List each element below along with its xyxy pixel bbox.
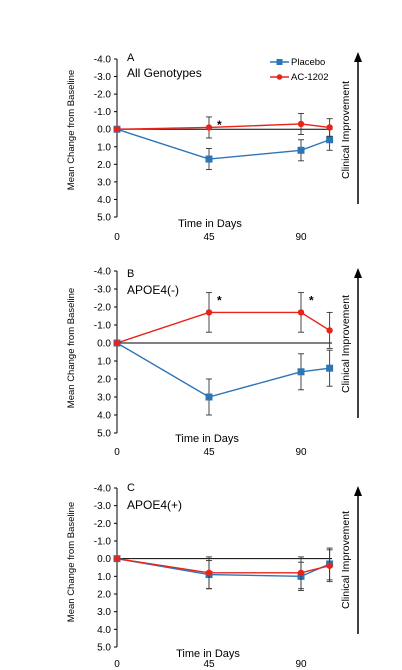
legend-ac1202-label: AC-1202 (291, 72, 329, 83)
panel-c-letter: C (127, 482, 135, 494)
panel-b-placebo-point (297, 368, 305, 376)
panel-a-ac1202-point (113, 126, 121, 133)
panel-a-plot: -4.0 -3.0 -2.0 -1.0 0.0 1.0 2.0 3.0 4.0 5.00 45 90 * (94, 55, 334, 243)
panel-b-y-tick-label: -3.0 (94, 285, 112, 296)
panel-b-ac1202-point (205, 309, 213, 316)
panel-c-y-tick-label: -2.0 (94, 519, 112, 530)
panel-c-ac1202-point (113, 555, 121, 562)
panel-b-y-tick-label: 4.0 (97, 411, 111, 422)
panel-a-ac1202-line (116, 123, 330, 130)
panel-a-legend: Placebo AC-1202 (270, 57, 329, 83)
panel-c-x-tick-label: 0 (114, 659, 120, 670)
panel-c: Mean Change from Baseline C APOE4(+) Tim… (66, 482, 362, 660)
panel-a-ylabel: Mean Change from Baseline (66, 70, 77, 190)
panel-a-placebo-line (116, 128, 330, 160)
panel-b-ac1202-point (297, 309, 305, 316)
panel-b-right-label: Clinical Improvement (340, 295, 352, 393)
panel-a-title: All Genotypes (127, 66, 202, 80)
panel-c-x-tick-label: 45 (203, 659, 215, 670)
panel-b-y-tick-label: 0.0 (97, 339, 111, 350)
panel-c-ylabel: Mean Change from Baseline (66, 502, 77, 622)
panel-b-letter: B (127, 268, 134, 280)
panel-c-x-tick-label: 90 (295, 659, 307, 670)
panel-a-ac1202-point (297, 120, 305, 128)
panel-b-y-tick-label: 3.0 (97, 393, 111, 404)
panel-b-y-tick-label: -4.0 (94, 267, 112, 278)
panel-c-placebo-line (116, 557, 330, 578)
panel-b-arrow-head-icon (354, 268, 362, 278)
panel-a-y-tick-label: 2.0 (97, 160, 111, 171)
panel-a-x-tick-label: 90 (295, 232, 307, 243)
panel-a-y-tick-label: 0.0 (97, 125, 111, 136)
panel-c-y-tick-label: -1.0 (94, 537, 112, 548)
panel-a-y-tick-label: 4.0 (97, 195, 111, 206)
panel-b-significance-marker: * (217, 294, 222, 308)
panel-a-significance-marker: * (217, 118, 222, 132)
panel-b-x-tick-label: 90 (295, 447, 307, 458)
legend-ac1202-circle-icon (276, 74, 283, 80)
panel-b-x-tick-label: 0 (114, 447, 120, 458)
panel-a-xlabel: Time in Days (178, 218, 242, 230)
panel-c-ac1202-point (326, 562, 333, 569)
panel-b-significance-marker: * (309, 294, 314, 308)
panel-b-placebo-point (326, 364, 334, 372)
panel-b-y-tick-label: 5.0 (97, 429, 111, 440)
panel-a-y-tick-label: 1.0 (97, 142, 111, 153)
panel-b-ac1202-point (326, 327, 333, 334)
panel-c-xlabel: Time in Days (176, 648, 240, 660)
panel-b-ac1202-line (116, 311, 330, 344)
panel-b-ac1202-point (113, 339, 121, 347)
panel-c-plot: -4.0 -3.0 -2.0 -1.0 0.0 1.0 2.0 3.0 4.0 5.00 45 90 (94, 484, 334, 670)
panel-a-y-tick-label: 3.0 (97, 177, 111, 188)
panel-c-right-label: Clinical Improvement (340, 511, 352, 609)
panel-b-ylabel: Mean Change from Baseline (66, 288, 77, 408)
panel-a-placebo-point (297, 146, 305, 154)
panel-a-ac1202-point (326, 124, 333, 131)
panel-a-letter: A (127, 52, 135, 64)
panel-b-placebo-line (116, 342, 330, 398)
panel-c-ac1202-point (297, 569, 305, 576)
panel-a-placebo-point (326, 136, 334, 144)
panel-a-placebo-point (205, 155, 213, 163)
panel-c-ac1202-line (116, 557, 330, 574)
panel-b-plot: -4.0 -3.0 -2.0 -1.0 0.0 1.0 2.0 3.0 4.0 5.00 45 90 *… (94, 267, 334, 458)
panel-c-y-tick-label: 3.0 (97, 607, 111, 618)
panel-c-title: APOE4(+) (127, 498, 182, 512)
panel-c-arrow-head-icon (354, 486, 362, 496)
panel-c-y-tick-label: 0.0 (97, 554, 111, 565)
panel-b-y-tick-label: -1.0 (94, 321, 112, 332)
panel-c-y-tick-label: 4.0 (97, 625, 111, 636)
panel-c-y-tick-label: 2.0 (97, 590, 111, 601)
panel-a-y-tick-label: -4.0 (94, 55, 112, 66)
panel-b-y-tick-label: -2.0 (94, 303, 112, 314)
panel-a-right-label: Clinical Improvement (340, 81, 352, 179)
panel-a-y-tick-label: -2.0 (94, 90, 112, 101)
panel-b-x-tick-label: 45 (203, 447, 215, 458)
panel-a-x-tick-label: 45 (203, 232, 215, 243)
panel-a-y-tick-label: -1.0 (94, 107, 112, 118)
panel-b: Mean Change from Baseline B APOE4(-) Tim… (66, 268, 362, 445)
panel-a-x-tick-label: 0 (114, 232, 120, 243)
panel-b-y-tick-label: 2.0 (97, 375, 111, 386)
panel-b-y-tick-label: 1.0 (97, 357, 111, 368)
panel-c-y-tick-label: 1.0 (97, 572, 111, 583)
panel-c-y-tick-label: -3.0 (94, 501, 112, 512)
panel-c-y-tick-label: -4.0 (94, 484, 112, 495)
panel-a-y-tick-label: 5.0 (97, 213, 111, 224)
panel-a-arrow-head-icon (354, 52, 362, 62)
panel-c-y-tick-label: 5.0 (97, 643, 111, 654)
panel-b-title: APOE4(-) (127, 283, 179, 297)
panel-b-xlabel: Time in Days (175, 433, 239, 445)
panel-b-placebo-point (205, 393, 213, 401)
panel-c-ac1202-point (205, 569, 213, 576)
panel-a-ac1202-point (205, 124, 213, 131)
panel-a-y-tick-label: -3.0 (94, 72, 112, 83)
panel-a: Mean Change from Baseline A All Genotype… (66, 52, 362, 230)
legend-placebo-label: Placebo (291, 57, 325, 68)
legend-placebo-square-icon (276, 59, 283, 65)
